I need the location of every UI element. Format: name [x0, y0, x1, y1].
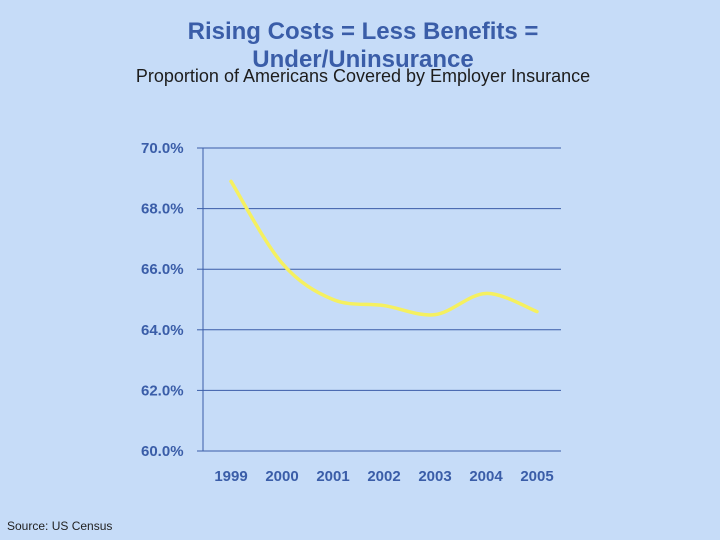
x-tick-label: 2001: [316, 468, 349, 485]
y-tick-label: 70.0%: [141, 140, 184, 157]
chart-title: Proportion of Americans Covered by Emplo…: [135, 66, 591, 86]
y-tick-label: 60.0%: [141, 443, 184, 460]
y-tick-label: 66.0%: [141, 261, 184, 278]
y-tick-label: 68.0%: [141, 201, 184, 218]
x-tick-label: 2000: [265, 468, 298, 485]
x-tick-label: 2003: [418, 468, 451, 485]
source-note: Source: US Census: [7, 519, 113, 533]
x-tick-label: 1999: [214, 468, 247, 485]
y-tick-label: 62.0%: [141, 382, 184, 399]
y-tick-label: 64.0%: [141, 322, 184, 339]
x-tick-label: 2005: [520, 468, 553, 485]
x-tick-label: 2002: [367, 468, 400, 485]
slide-title-line2: Under/Uninsurance: [252, 46, 474, 73]
series-line: [229, 179, 539, 317]
slide-title-line1: Rising Costs = Less Benefits =: [187, 18, 539, 45]
slide-title: Rising Costs = Less Benefits = Under/Uni…: [0, 18, 720, 74]
x-tick-label: 2004: [469, 468, 503, 485]
